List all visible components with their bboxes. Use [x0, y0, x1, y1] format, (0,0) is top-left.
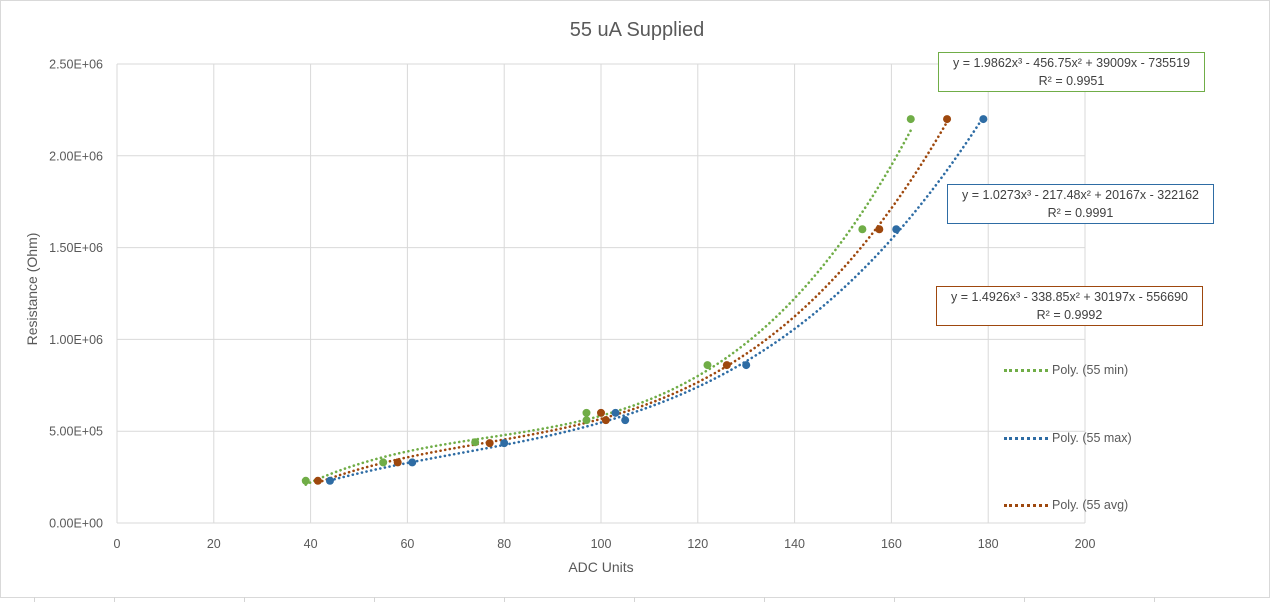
equation-max: y = 1.0273x³ - 217.48x² + 20167x - 32216…	[962, 188, 1199, 202]
data-point-min	[703, 361, 712, 370]
x-tick-label: 140	[784, 537, 805, 551]
data-point-max	[325, 476, 334, 485]
legend-swatch-max	[1004, 436, 1048, 440]
sheet-gridline	[1154, 597, 1155, 602]
x-tick-label: 0	[114, 537, 121, 551]
data-point-avg	[597, 408, 605, 417]
equation-avg: y = 1.4926x³ - 338.85x² + 30197x - 55669…	[951, 290, 1188, 304]
y-axis-label: Resistance (Ohm)	[24, 233, 40, 346]
data-point-avg	[393, 458, 402, 467]
r-squared-min: R² = 0.9951	[1038, 74, 1105, 88]
y-tick-label: 0.00E+00	[49, 517, 103, 531]
y-tick-label: 1.00E+06	[49, 333, 103, 347]
equation-min: y = 1.9862x³ - 456.75x² + 39009x - 73551…	[953, 56, 1190, 70]
legend-swatch-min	[1004, 368, 1048, 372]
legend-entry-avg: Poly. (55 avg)	[1004, 498, 1128, 512]
data-point-max	[892, 225, 901, 234]
r-squared-max: R² = 0.9991	[1047, 206, 1114, 220]
x-tick-label: 40	[304, 537, 318, 551]
data-point-min	[379, 458, 388, 467]
x-tick-label: 80	[497, 537, 511, 551]
data-point-min	[582, 416, 591, 425]
equation-box-min: y = 1.9862x³ - 456.75x² + 39009x - 73551…	[938, 52, 1205, 92]
data-point-max	[408, 458, 417, 467]
axes: 0 20 40 60 80 100 120 140 160 180 200 0.00E+00 5.00E…	[49, 58, 1095, 552]
sheet-gridline	[114, 597, 115, 602]
equation-box-avg: y = 1.4926x³ - 338.85x² + 30197x - 55669…	[936, 286, 1203, 326]
data-point-max	[611, 408, 620, 417]
trendline-max	[328, 115, 985, 482]
sheet-gridline	[374, 597, 375, 602]
data-point-avg	[313, 476, 322, 485]
legend-label-max: Poly. (55 max)	[1052, 431, 1132, 445]
y-tick-label: 5.00E+05	[49, 425, 103, 439]
data-point-min	[301, 476, 310, 485]
trendlines	[304, 115, 985, 486]
data-point-min	[471, 438, 480, 447]
sheet-gridline	[634, 597, 635, 602]
sheet-gridline	[244, 597, 245, 602]
sheet-gridline	[764, 597, 765, 602]
sheet-gridline	[1024, 597, 1025, 602]
data-point-min	[582, 408, 591, 417]
data-point-max	[742, 361, 751, 370]
y-tick-label: 1.50E+06	[49, 241, 103, 255]
x-tick-label: 20	[207, 537, 221, 551]
legend-label-min: Poly. (55 min)	[1052, 363, 1129, 377]
legend-entry-max: Poly. (55 max)	[1004, 431, 1132, 445]
legend-label-avg: Poly. (55 avg)	[1052, 498, 1129, 512]
data-point-avg	[875, 225, 884, 234]
x-tick-label: 120	[687, 537, 708, 551]
x-tick-label: 160	[881, 537, 902, 551]
x-tick-label: 60	[400, 537, 414, 551]
legend-entry-min: Poly. (55 min)	[1004, 363, 1128, 377]
data-points	[301, 115, 988, 485]
sheet-gridline	[894, 597, 895, 602]
trendline-avg	[316, 120, 949, 484]
data-point-avg	[722, 361, 731, 370]
data-point-max	[500, 439, 509, 448]
data-point-max	[979, 115, 988, 124]
data-point-min	[858, 225, 867, 234]
x-tick-label: 180	[978, 537, 999, 551]
x-tick-label: 200	[1075, 537, 1096, 551]
y-tick-label: 2.50E+06	[49, 58, 103, 72]
x-axis-label: ADC Units	[568, 559, 633, 575]
data-point-max	[621, 416, 630, 425]
y-tick-label: 2.00E+06	[49, 149, 103, 163]
x-tick-label: 100	[591, 537, 612, 551]
sheet-gridline	[504, 597, 505, 602]
chart-title: 55 uA Supplied	[570, 19, 705, 41]
r-squared-avg: R² = 0.9992	[1036, 308, 1103, 322]
data-point-avg	[485, 439, 494, 448]
data-point-avg	[601, 416, 610, 425]
legend-swatch-avg	[1004, 503, 1048, 507]
data-point-min	[906, 115, 915, 124]
equation-box-max: y = 1.0273x³ - 217.48x² + 20167x - 32216…	[947, 184, 1214, 224]
data-point-avg	[943, 115, 952, 124]
sheet-gridline	[34, 597, 35, 602]
